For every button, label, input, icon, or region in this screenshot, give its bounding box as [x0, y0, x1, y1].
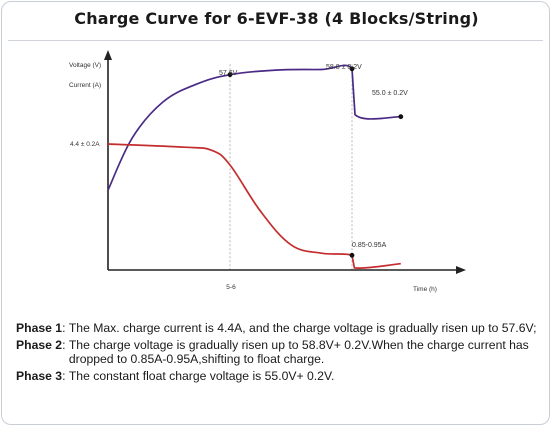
- phase-2-note: Phase 2 : The charge voltage is graduall…: [16, 338, 546, 367]
- x-axis-arrow: [456, 266, 466, 274]
- y-axis-label-current: Current (A): [69, 82, 101, 89]
- x-tick-label: 5-6: [226, 284, 236, 291]
- marker-float-current: [349, 252, 355, 258]
- voltage-series-line: [107, 64, 401, 191]
- annotation-4-4a: 4.4 ± 0.2A: [70, 141, 100, 148]
- phase-2-label: Phase 2: [16, 337, 63, 352]
- phase-1-label: Phase 1: [16, 321, 63, 335]
- annotation-58-8v: 58.8 ± 0.2V: [326, 64, 362, 71]
- phase-2-separator: :: [62, 337, 69, 352]
- phase-1-note: Phase 1 : The Max. charge current is 4.4…: [16, 321, 546, 336]
- phase-3-separator: :: [62, 368, 69, 383]
- phase-1-text: The Max. charge current is 4.4A, and the…: [68, 321, 537, 335]
- title-divider: [8, 40, 543, 41]
- chart-title: Charge Curve for 6-EVF-38 (4 Blocks/Stri…: [74, 9, 479, 28]
- marker-55-0v: [398, 114, 404, 120]
- y-axis-label-voltage: Voltage (V): [69, 62, 101, 69]
- annotation-57-6v: 57.6V: [219, 70, 238, 77]
- phase-2-text: The charge voltage is gradually risen up…: [68, 337, 529, 367]
- annotation-55-0v: 55.0 ± 0.2V: [372, 90, 408, 97]
- phase-3-text: The constant float charge voltage is 55.…: [68, 368, 335, 383]
- phase-3-note: Phase 3 : The constant float charge volt…: [16, 369, 546, 384]
- current-series-line: [107, 143, 401, 270]
- phase-3-label: Phase 3: [16, 368, 63, 383]
- annotation-float-current: 0.85-0.95A: [352, 242, 387, 249]
- phase-1-separator: :: [62, 321, 69, 335]
- marker-58-8v: [349, 66, 355, 72]
- x-axis-label: Time (h): [413, 286, 437, 293]
- y-axis-arrow: [104, 50, 112, 60]
- phase-notes: Phase 1 : The Max. charge current is 4.4…: [16, 321, 546, 385]
- marker-57-6v: [227, 72, 233, 78]
